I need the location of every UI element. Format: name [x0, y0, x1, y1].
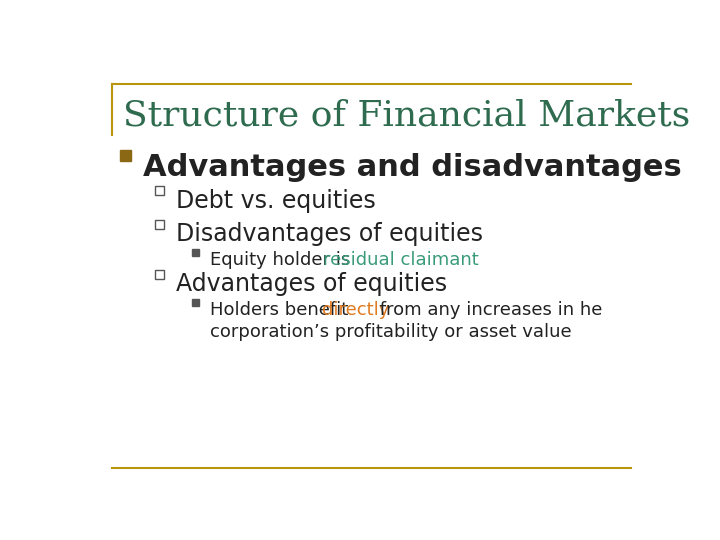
Bar: [192, 249, 199, 256]
Text: directly: directly: [322, 301, 389, 319]
Text: Disadvantages of equities: Disadvantages of equities: [176, 222, 484, 246]
Bar: [120, 150, 131, 161]
Text: Structure of Financial Markets: Structure of Financial Markets: [124, 98, 690, 132]
Text: Advantages of equities: Advantages of equities: [176, 272, 448, 296]
Bar: [156, 220, 164, 228]
Text: Equity holder is: Equity holder is: [210, 252, 356, 269]
Text: Holders benefit: Holders benefit: [210, 301, 354, 319]
Text: from any increases in he: from any increases in he: [374, 301, 602, 319]
Bar: [156, 269, 164, 279]
Text: residual claimant: residual claimant: [323, 252, 479, 269]
Bar: [192, 299, 199, 306]
Text: Advantages and disadvantages: Advantages and disadvantages: [143, 153, 682, 182]
Text: corporation’s profitability or asset value: corporation’s profitability or asset val…: [210, 323, 572, 341]
Text: Debt vs. equities: Debt vs. equities: [176, 188, 377, 213]
Bar: [156, 186, 164, 195]
